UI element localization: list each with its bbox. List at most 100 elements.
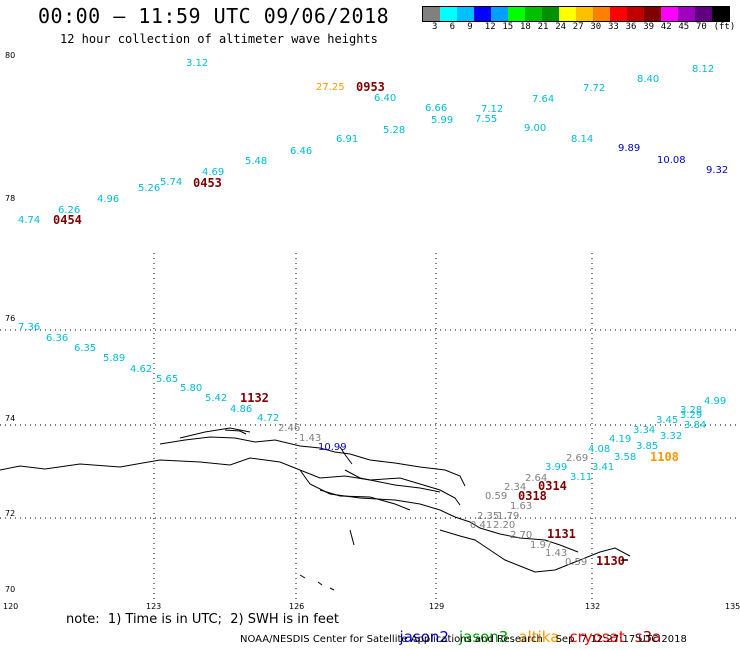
grid-lines (0, 253, 740, 600)
wave-height-value: 9.00 (524, 123, 546, 134)
wave-height-value: 2.64 (525, 473, 547, 484)
coastline (0, 427, 631, 591)
color-scale-label: 9 (467, 22, 473, 32)
color-swatch (559, 7, 576, 21)
wave-height-value: 3.99 (545, 462, 567, 473)
wave-height-value: 4.72 (257, 413, 279, 424)
wave-height-value: 5.99 (431, 115, 453, 126)
color-swatch (474, 7, 491, 21)
lat-label: 74 (5, 414, 15, 423)
color-swatch (508, 7, 525, 21)
wave-height-value: 2.46 (278, 423, 300, 434)
wave-height-value: 4.19 (609, 434, 631, 445)
wave-height-value: 7.36 (18, 322, 40, 333)
color-scale-label: 15 (502, 22, 514, 32)
color-scale-label: 70 (696, 22, 707, 32)
color-scale-label: 21 (537, 22, 549, 32)
color-scale-label: 6 (449, 22, 456, 32)
pass-time-label: 0314 (538, 479, 567, 493)
wave-height-value: 2.69 (566, 453, 588, 464)
wave-height-value: 3.29 (680, 410, 702, 421)
wave-height-value: 0.41 (470, 520, 492, 531)
wave-height-value: 4.08 (588, 444, 610, 455)
color-scale-label: 24 (555, 22, 567, 32)
color-swatch (542, 7, 559, 21)
axis-labels: 80 78 76 74 72 70 120 123 126 129 132 13… (3, 51, 740, 611)
satellite-legend: jason2 jason3 altika cryosat s3a (390, 610, 671, 646)
color-scale-label: 33 (608, 22, 619, 32)
color-swatch (576, 7, 593, 21)
wave-height-value: 1.63 (510, 501, 532, 512)
lat-label: 78 (5, 194, 15, 203)
wave-height-value: 8.40 (637, 74, 659, 85)
legend-jason3: jason3 (458, 628, 509, 646)
lon-label: 123 (146, 602, 161, 611)
wave-height-value: 1.43 (545, 548, 567, 559)
wave-height-value: 7.12 (481, 104, 503, 115)
wave-height-value: 7.72 (583, 83, 605, 94)
lon-label: 135 (725, 602, 740, 611)
color-scale-label: 18 (520, 22, 531, 32)
lon-label: 120 (3, 602, 18, 611)
lat-label: 76 (5, 314, 15, 323)
wave-height-value: 6.66 (425, 103, 447, 114)
wave-height-value: 5.80 (180, 383, 202, 394)
wave-height-value: 3.28 (680, 405, 702, 416)
wave-height-value: 27.25 (316, 82, 345, 93)
wave-height-value: 6.36 (46, 333, 68, 344)
pass-time-label: 0953 (356, 80, 385, 94)
legend-jason2: jason2 (399, 628, 449, 646)
lat-label: 80 (5, 51, 15, 60)
wave-height-value: 3.11 (570, 472, 592, 483)
color-scale-labels: 3 6 9 12 15 18 21 24 27 30 33 36 39 42 45 70 (ft) (422, 22, 740, 36)
wave-height-value: 5.89 (103, 353, 125, 364)
credit-line: NOAA/NESDIS Center for Satellite Applica… (240, 634, 687, 645)
color-scale-label: 30 (590, 22, 602, 32)
pass-time-label: 1131 (547, 527, 576, 541)
color-swatch (440, 7, 457, 21)
wave-height-value: 3.45 (656, 415, 678, 426)
pass-time-label: 1132 (240, 391, 269, 405)
wave-height-value: 4.96 (97, 194, 119, 205)
wave-height-value: 4.69 (202, 167, 224, 178)
wave-height-value: 3.34 (633, 425, 655, 436)
wave-height-value: 2.70 (510, 530, 532, 541)
wave-height-value: 5.26 (138, 183, 160, 194)
wave-height-value: 3.32 (660, 431, 682, 442)
wave-height-value: 3.58 (614, 452, 636, 463)
color-swatch (457, 7, 474, 21)
wave-height-value: 10.99 (318, 442, 347, 453)
wave-height-value: 0.59 (565, 557, 587, 568)
wave-height-value: 8.12 (692, 64, 714, 75)
color-scale-bar (422, 6, 730, 22)
wave-height-value: 4.62 (130, 364, 152, 375)
note-text: note: 1) Time is in UTC; 2) SWH is in fe… (66, 612, 339, 627)
color-swatch (423, 7, 440, 21)
lon-label: 129 (429, 602, 444, 611)
color-swatch (695, 7, 712, 21)
wave-height-value: 6.35 (74, 343, 96, 354)
wave-height-value: 5.28 (383, 125, 405, 136)
wave-height-value: 5.42 (205, 393, 227, 404)
wave-height-value: 1.97 (530, 540, 552, 551)
color-scale-label: 12 (484, 22, 496, 32)
wave-height-value: 1.43 (299, 433, 321, 444)
wave-height-value: 3.84 (684, 420, 706, 431)
color-swatch (644, 7, 661, 21)
map-title: 00:00 – 11:59 UTC 09/06/2018 (38, 4, 390, 28)
color-swatch (712, 7, 729, 21)
color-swatch (627, 7, 644, 21)
color-scale-label: (ft) (713, 22, 736, 32)
lon-label: 132 (585, 602, 600, 611)
color-scale-label: 36 (625, 22, 637, 32)
color-swatch (610, 7, 627, 21)
wave-height-value: 6.46 (290, 146, 312, 157)
wave-height-value: 3.85 (636, 441, 658, 452)
wave-height-value: 9.89 (618, 143, 640, 154)
wave-height-value: 4.86 (230, 404, 252, 415)
wave-height-labels: 3.12 27.25 6.40 6.66 7.12 7.64 7.72 8.40 8.12 5.9… (18, 58, 728, 568)
wave-height-value: 0.59 (485, 491, 507, 502)
wave-height-value: 7.64 (532, 94, 554, 105)
